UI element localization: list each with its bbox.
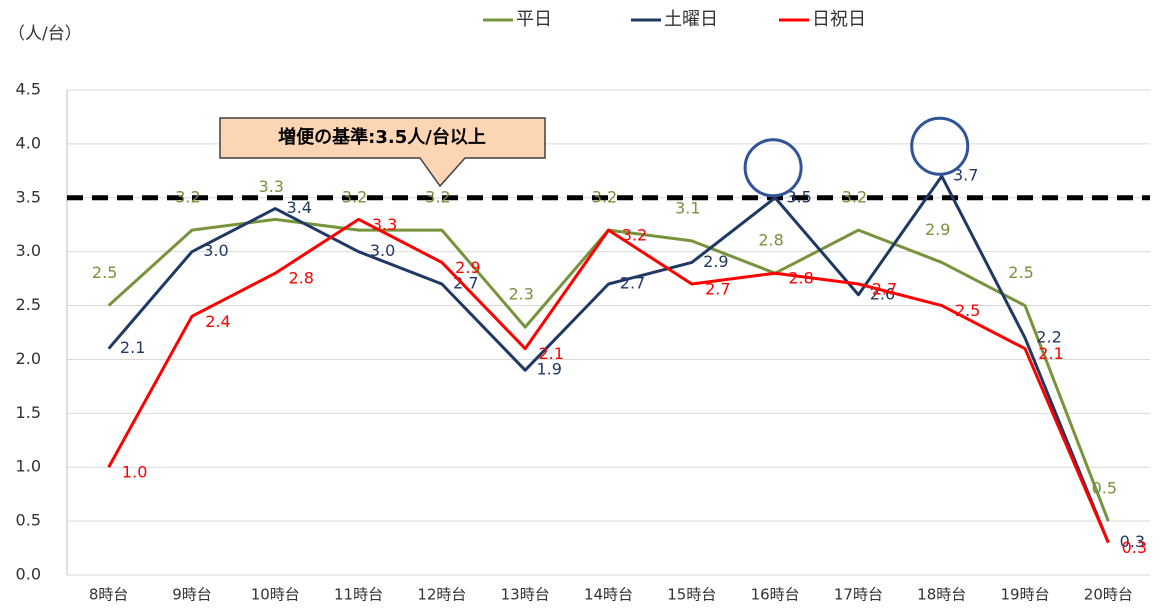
y-tick-label: 0.5 — [16, 511, 41, 530]
x-tick-label: 14時台 — [584, 586, 633, 604]
y-tick-label: 4.5 — [16, 80, 41, 99]
data-label: 2.1 — [538, 344, 563, 363]
series-line — [107, 174, 1110, 544]
y-tick-label: 2.5 — [16, 295, 41, 314]
data-label: 3.2 — [425, 188, 450, 207]
x-tick-label: 8時台 — [89, 586, 129, 604]
data-label: 3.4 — [287, 198, 312, 217]
data-label: 2.9 — [703, 252, 728, 271]
legend-label: 土曜日 — [664, 9, 718, 30]
highlight-circle — [743, 138, 803, 198]
data-label: 2.7 — [620, 274, 645, 293]
data-label: 2.9 — [455, 258, 480, 277]
x-tick-label: 19時台 — [1000, 586, 1049, 604]
data-label: 2.5 — [92, 263, 117, 282]
data-label: 2.1 — [120, 338, 145, 357]
data-label: 0.5 — [1092, 479, 1117, 498]
data-label: 3.3 — [259, 177, 284, 196]
y-tick-label: 1.5 — [16, 403, 41, 422]
x-tick-label: 18時台 — [917, 586, 966, 604]
x-tick-label: 10時台 — [251, 586, 300, 604]
data-label: 2.5 — [1008, 263, 1033, 282]
data-label: 2.8 — [788, 269, 813, 288]
data-label: 3.2 — [342, 188, 367, 207]
data-label: 3.0 — [370, 241, 395, 260]
y-tick-label: 0.0 — [16, 565, 41, 584]
annotation: 増便の基準:3.5人/台以上 — [278, 126, 486, 148]
y-tick-label: 3.0 — [16, 241, 41, 260]
y-tick-label: 4.0 — [16, 133, 41, 152]
x-tick-label: 17時台 — [834, 586, 883, 604]
data-label: 3.2 — [842, 188, 867, 207]
data-label: 2.5 — [955, 301, 980, 320]
data-label: 2.8 — [758, 231, 783, 250]
data-label: 3.2 — [592, 188, 617, 207]
legend-label: 平日 — [516, 9, 552, 30]
data-label: 2.9 — [925, 220, 950, 239]
data-label: 2.2 — [1036, 327, 1061, 346]
data-label: 2.7 — [705, 280, 730, 299]
data-label: 3.2 — [175, 188, 200, 207]
series-line — [107, 217, 1110, 522]
data-label: 3.5 — [786, 187, 811, 206]
legend-label: 日祝日 — [812, 9, 866, 30]
y-tick-label: 3.5 — [16, 187, 41, 206]
data-label: 3.1 — [675, 198, 700, 217]
x-tick-label: 9時台 — [172, 586, 212, 604]
highlight-circle — [910, 116, 970, 176]
data-label: 3.7 — [953, 166, 978, 185]
x-tick-label: 15時台 — [667, 586, 716, 604]
data-label: 0.3 — [1122, 538, 1147, 557]
series-line — [107, 217, 1110, 544]
data-label: 2.4 — [205, 312, 230, 331]
data-label: 3.2 — [622, 226, 647, 245]
annotation-box — [219, 117, 546, 188]
y-tick-label: 2.0 — [16, 349, 41, 368]
y-tick-label: 1.0 — [16, 457, 41, 476]
y-axis-label: （人/台） — [8, 24, 82, 44]
data-label: 2.7 — [453, 274, 478, 293]
data-label: 1.0 — [122, 463, 147, 482]
x-tick-label: 11時台 — [334, 586, 383, 604]
data-label: 1.9 — [536, 360, 561, 379]
data-label: 2.7 — [872, 280, 897, 299]
x-tick-label: 13時台 — [501, 586, 550, 604]
x-tick-label: 16時台 — [751, 586, 800, 604]
data-label: 3.0 — [203, 241, 228, 260]
x-tick-label: 12時台 — [417, 586, 466, 604]
x-tick-label: 20時台 — [1084, 586, 1133, 604]
data-label: 2.3 — [508, 285, 533, 304]
data-label: 2.8 — [289, 269, 314, 288]
data-label: 3.3 — [372, 215, 397, 234]
data-label: 0.3 — [1120, 532, 1145, 551]
data-label: 2.1 — [1038, 344, 1063, 363]
